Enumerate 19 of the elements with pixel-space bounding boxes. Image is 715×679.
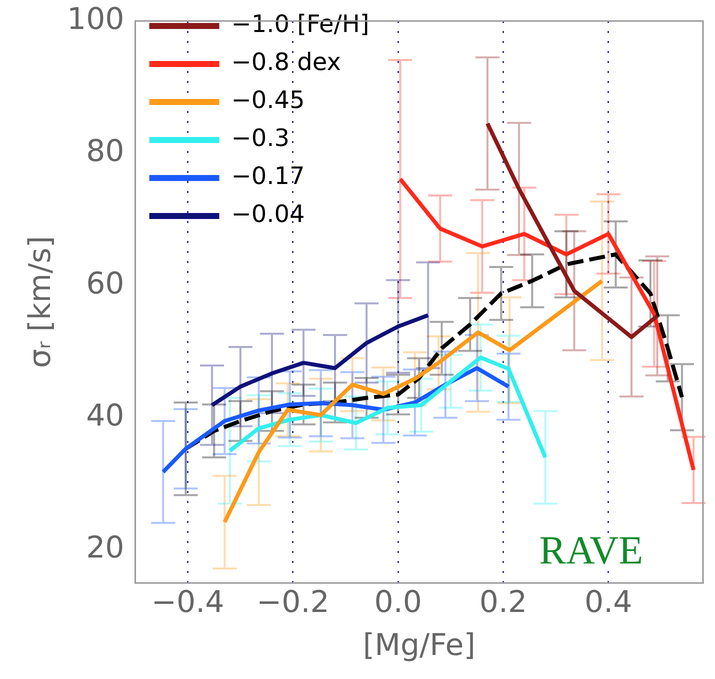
y-tick-label: 60 — [86, 266, 124, 302]
y-tick-label: 20 — [86, 530, 124, 566]
legend-label: −1.0 [Fe/H] — [231, 10, 370, 38]
legend-label: −0.04 — [231, 200, 305, 228]
x-tick-label: 0.2 — [479, 584, 528, 620]
legend-label: −0.3 — [231, 124, 290, 152]
x-tick-label: 0.0 — [374, 584, 422, 620]
x-tick-label: −0.2 — [256, 584, 330, 620]
y-tick-label: 40 — [86, 398, 124, 434]
legend-label: −0.17 — [231, 162, 305, 190]
x-tick-label: 0.4 — [584, 584, 632, 620]
legend-label: −0.45 — [231, 86, 305, 114]
y-axis-title: σᵣ [km/s] — [22, 236, 58, 368]
legend-label: −0.8 dex — [231, 48, 341, 76]
y-tick-label: 100 — [66, 2, 124, 37]
annotation: RAVE — [539, 528, 643, 572]
x-tick-label: −0.4 — [151, 584, 224, 620]
y-tick-label: 80 — [86, 134, 124, 170]
x-axis-title: [Mg/Fe] — [362, 628, 476, 663]
